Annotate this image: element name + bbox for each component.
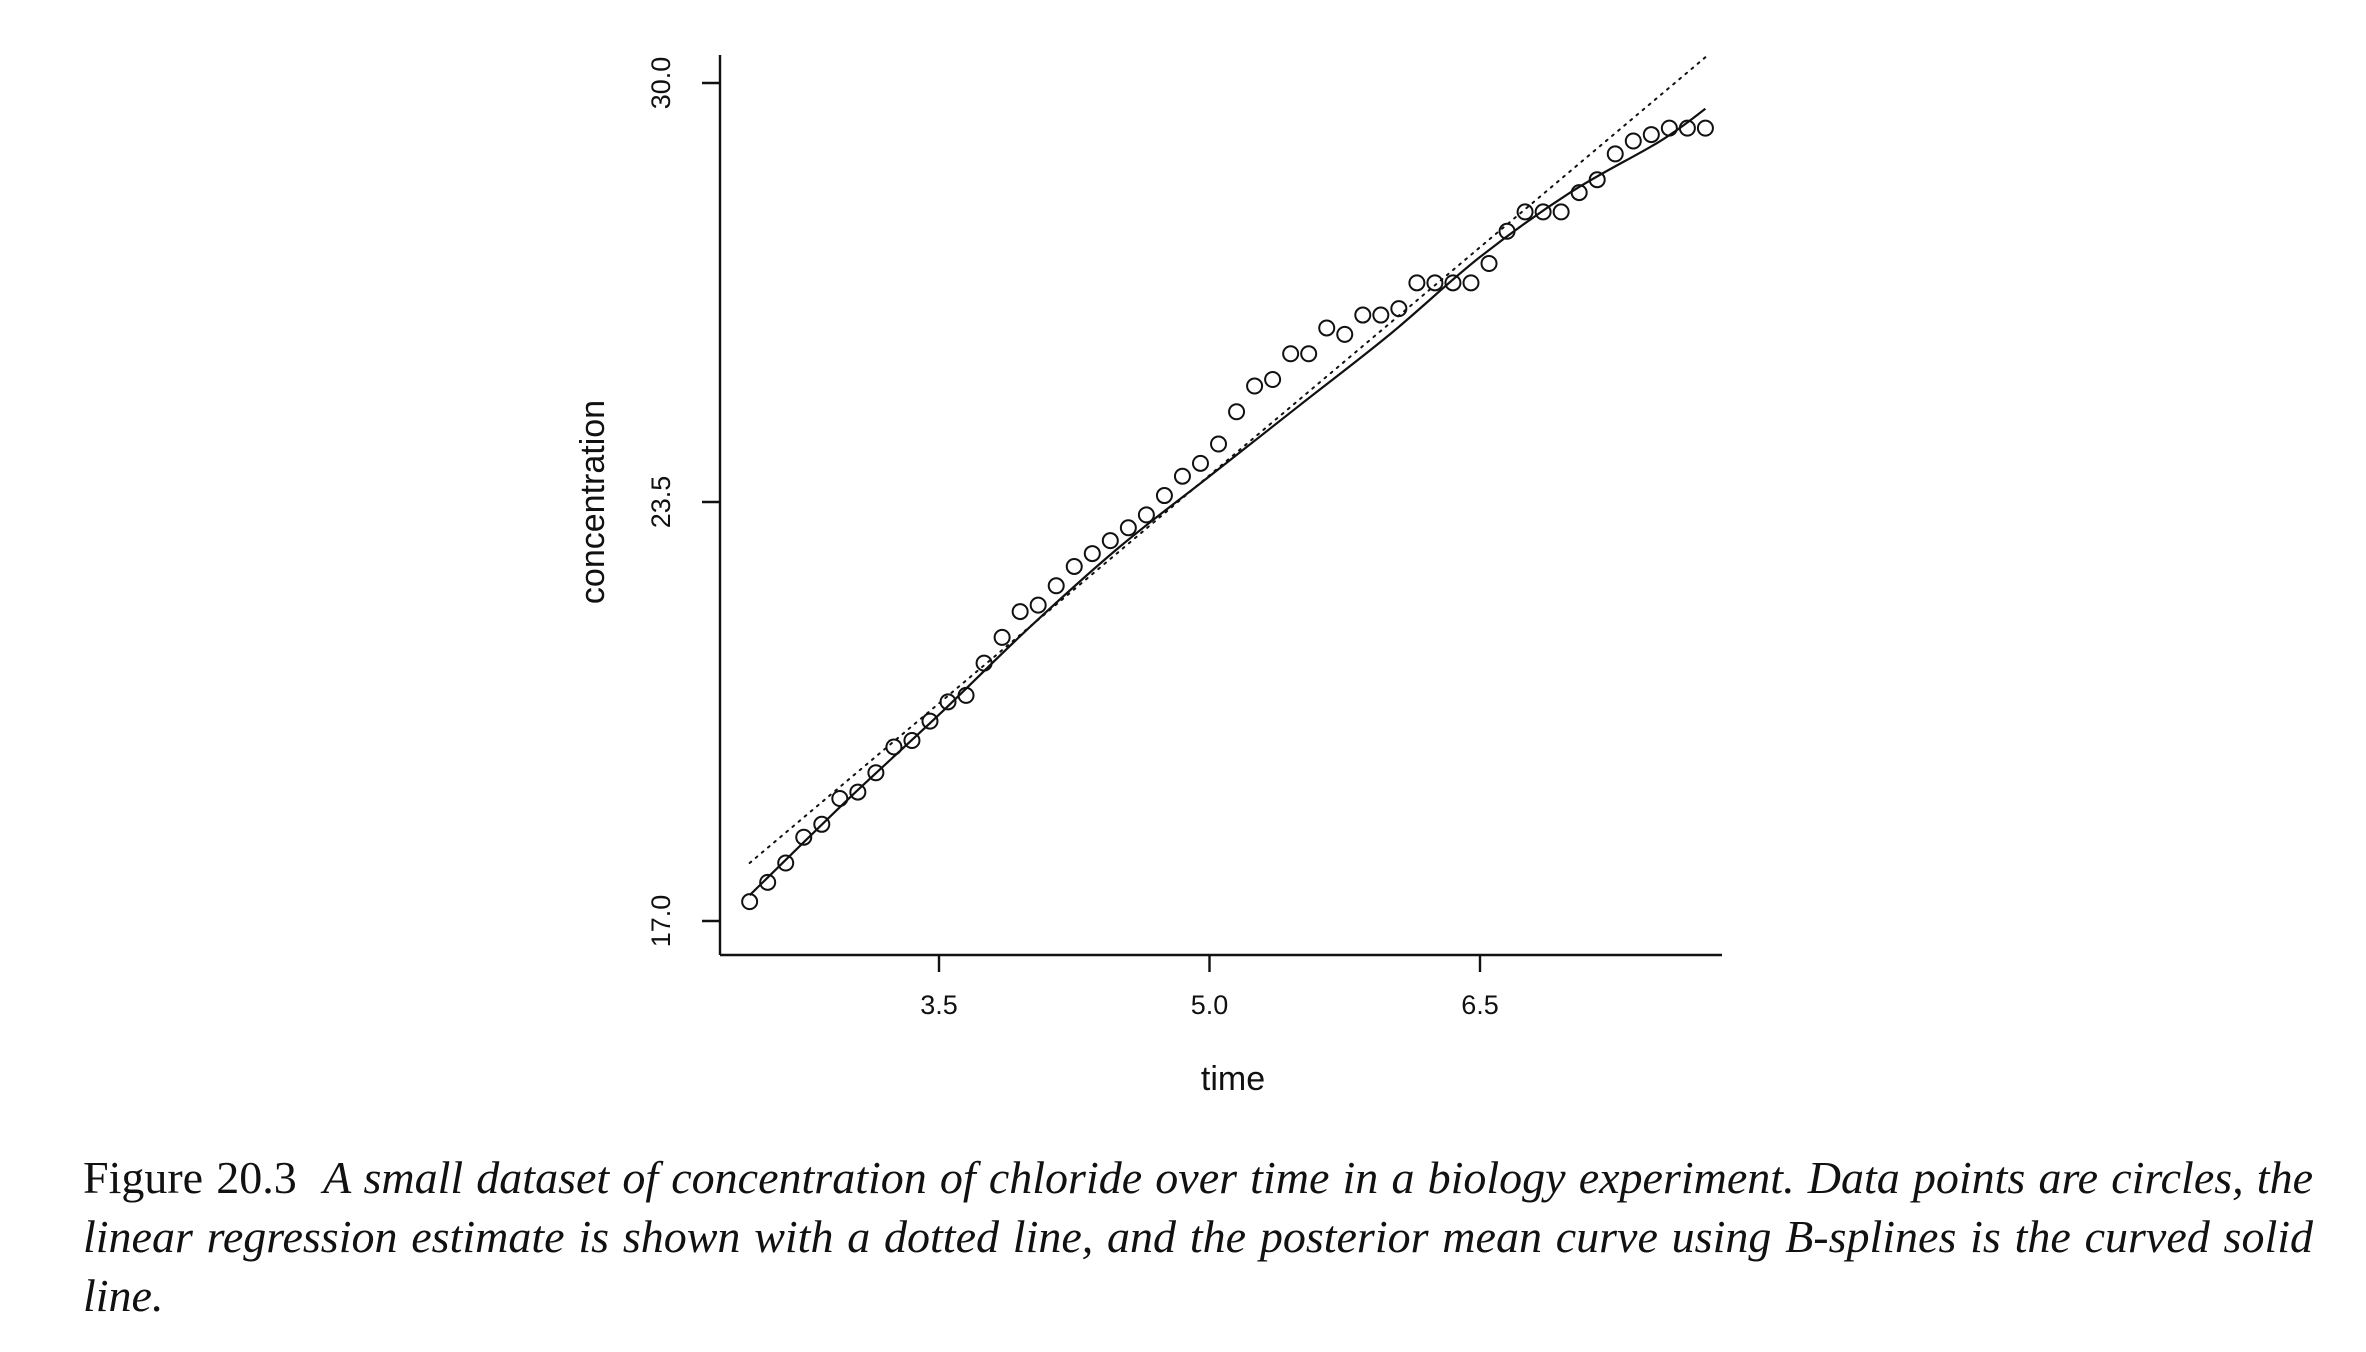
data-point [1029,596,1047,614]
data-point [1678,119,1696,137]
data-point [795,828,813,846]
data-point [1047,577,1065,595]
data-point [1336,325,1354,343]
figure-caption: Figure 20.3 A small dataset of concentra… [83,1148,2313,1325]
data-point [1696,119,1714,137]
data-point [1191,454,1209,472]
data-point [777,854,795,872]
y-tick-label: 17.0 [646,895,676,948]
data-point [975,654,993,672]
data-point [1264,371,1282,389]
data-point [993,628,1011,646]
data-point [1498,222,1516,240]
data-point [1444,274,1462,292]
data-point [759,873,777,891]
data-point [957,686,975,704]
data-point [1137,506,1155,524]
data-point [1155,487,1173,505]
data-point [1462,274,1480,292]
linear-regression-line [748,56,1707,864]
data-point [1246,377,1264,395]
fitted-lines [748,56,1707,897]
data-point [1480,254,1498,272]
data-point [1173,467,1191,485]
data-point [939,693,957,711]
data-point [741,893,759,911]
data-point [1119,519,1137,537]
data-point [1606,145,1624,163]
data-point [1318,319,1336,337]
data-point [1354,306,1372,324]
data-point [1624,132,1642,150]
data-point [1642,126,1660,144]
x-tick-label: 6.5 [1461,990,1499,1020]
figure-caption-text: A small dataset of concentration of chlo… [83,1152,2313,1321]
data-point [831,790,849,808]
y-tick-label: 23.5 [646,476,676,529]
data-point [921,712,939,730]
data-point [1282,345,1300,363]
data-point [849,783,867,801]
data-point [1210,435,1228,453]
data-point [903,732,921,750]
data-points [741,119,1714,911]
data-point [1552,203,1570,221]
data-point [1372,306,1390,324]
axes [702,55,1722,972]
data-point [1516,203,1534,221]
x-axis-title: time [1201,1060,1265,1098]
y-tick-label: 30.0 [646,57,676,110]
data-point [1083,545,1101,563]
data-point [813,815,831,833]
figure-label: Figure 20.3 [83,1152,297,1203]
data-point [1011,603,1029,621]
bspline-posterior-mean-curve [748,107,1707,897]
x-tick-label: 3.5 [920,990,958,1020]
data-point [1660,119,1678,137]
x-tick-label: 5.0 [1191,990,1229,1020]
axis-labels: 17.0 23.5 30.0 3.5 5.0 6.5 time concentration [574,57,1499,1098]
data-point [867,764,885,782]
data-point [885,738,903,756]
data-point [1300,345,1318,363]
data-point [1065,557,1083,575]
data-point [1534,203,1552,221]
data-point [1408,274,1426,292]
data-point [1228,403,1246,421]
data-point [1588,171,1606,189]
data-point [1426,274,1444,292]
data-point [1101,532,1119,550]
y-axis-title: concentration [574,400,612,604]
data-point [1390,300,1408,318]
data-point [1570,184,1588,202]
